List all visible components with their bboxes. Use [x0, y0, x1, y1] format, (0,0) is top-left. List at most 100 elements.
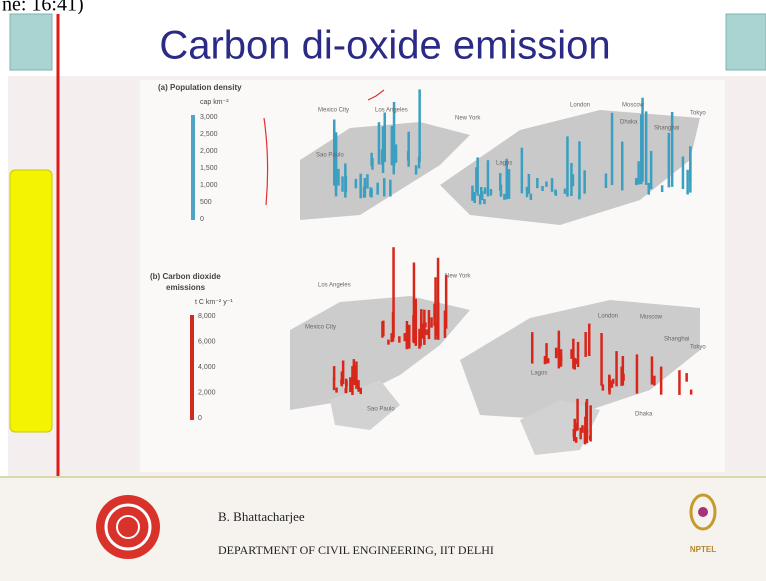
decor-bar [570, 163, 573, 196]
scale-tick-label: 500 [200, 199, 212, 206]
decor-bar [536, 178, 539, 188]
decor-bar [369, 191, 372, 197]
decor-bar [394, 157, 397, 163]
decor-bar [554, 190, 557, 195]
decor-bar [366, 174, 369, 188]
decor-bar [418, 89, 421, 162]
decor-bar [576, 399, 579, 431]
decor-bar [370, 153, 373, 166]
decor-bar [358, 387, 361, 392]
decor-bar [437, 302, 440, 340]
decor-bar [484, 187, 487, 194]
scale-bar [190, 315, 194, 420]
decor-bar [471, 186, 474, 201]
decor-bar [661, 185, 664, 192]
decor-bar [378, 122, 381, 164]
nptel-text: NPTEL [690, 545, 716, 554]
decor-bar [602, 384, 605, 390]
decor-bar [351, 366, 354, 395]
decor-bar [415, 165, 418, 174]
scale-tick-label: 8,000 [198, 313, 216, 320]
decor-bar [620, 367, 623, 386]
unit-label: t C km⁻² y⁻¹ [195, 299, 233, 306]
city-label: London [598, 314, 618, 320]
decor-bar [636, 354, 639, 393]
decor-bar [473, 197, 476, 203]
city-label: Moscow [640, 315, 663, 321]
decor-bar [355, 179, 358, 188]
decor-bar [389, 180, 392, 197]
decor-bar [608, 379, 611, 395]
city-label: Lagos [531, 371, 547, 377]
decor-bar [423, 327, 426, 338]
decor-bar [547, 358, 550, 363]
decor-bar [578, 141, 581, 198]
decor-bar [426, 329, 429, 335]
decor-bar [611, 380, 614, 387]
decor-bar [586, 399, 589, 443]
city-label: London [570, 103, 590, 109]
decor-bar [481, 191, 484, 200]
city-label: Los Angeles [375, 108, 408, 114]
decor-bar [528, 174, 531, 194]
decor-bar [668, 133, 671, 188]
city-label: Mexico City [305, 325, 336, 331]
decor-bar [650, 151, 653, 189]
decor-bar [333, 366, 336, 380]
decor-bar [398, 336, 401, 343]
decor-bar [575, 437, 578, 443]
corner-box-left [10, 14, 52, 70]
timestamp: ne: 16:41) [2, 0, 84, 16]
decor-bar [335, 132, 338, 196]
decor-bar [671, 112, 674, 187]
city-label: Tokyo [690, 345, 706, 351]
corner-box-right [726, 14, 766, 70]
city-label: Sao Paulo [367, 407, 395, 413]
decor-bar [382, 321, 385, 337]
scale-tick-label: 4,000 [198, 364, 216, 371]
decor-bar [383, 178, 386, 196]
decor-bar [551, 178, 554, 192]
decor-bar [572, 339, 575, 369]
scale-tick-label: 2,000 [200, 148, 218, 155]
decor-bar [483, 199, 486, 204]
decor-bar [413, 263, 416, 344]
city-label: New York [445, 274, 471, 280]
scale-tick-label: 6,000 [198, 338, 216, 345]
city-label: Lagos [496, 161, 512, 167]
scale-tick-label: 1,000 [200, 182, 218, 189]
decor-bar [335, 388, 338, 393]
decor-bar [407, 132, 410, 167]
scale-tick-label: 1,500 [200, 165, 218, 172]
panel-label: (a) Population density [158, 83, 242, 92]
decor-bar [682, 157, 685, 190]
decor-bar [678, 370, 681, 395]
city-label: Mexico City [318, 108, 349, 114]
decor-bar [407, 151, 410, 160]
nptel-logo-center [698, 507, 708, 517]
decor-bar [344, 163, 347, 197]
decor-bar [503, 194, 506, 200]
decor-bar [583, 170, 586, 193]
decor-bar [635, 178, 638, 185]
decor-bar [354, 379, 357, 386]
decor-bar [640, 115, 643, 185]
decor-bar [433, 304, 436, 326]
decor-bar [579, 428, 582, 440]
scale-tick-label: 0 [198, 415, 202, 422]
decor-bar [588, 324, 591, 356]
decor-bar [526, 192, 529, 197]
decor-bar [637, 161, 640, 184]
decor-bar [404, 333, 407, 341]
city-label: New York [455, 116, 481, 122]
decor-bar [521, 148, 524, 194]
scale-tick-label: 2,500 [200, 131, 218, 138]
city-label: Shanghai [664, 337, 689, 343]
decor-bar [487, 160, 490, 196]
decor-bar [600, 333, 603, 386]
decor-bar [387, 340, 390, 345]
decor-bar [359, 174, 362, 199]
decor-bar [558, 331, 561, 369]
decor-bar [555, 348, 558, 359]
decor-bar [541, 186, 544, 191]
